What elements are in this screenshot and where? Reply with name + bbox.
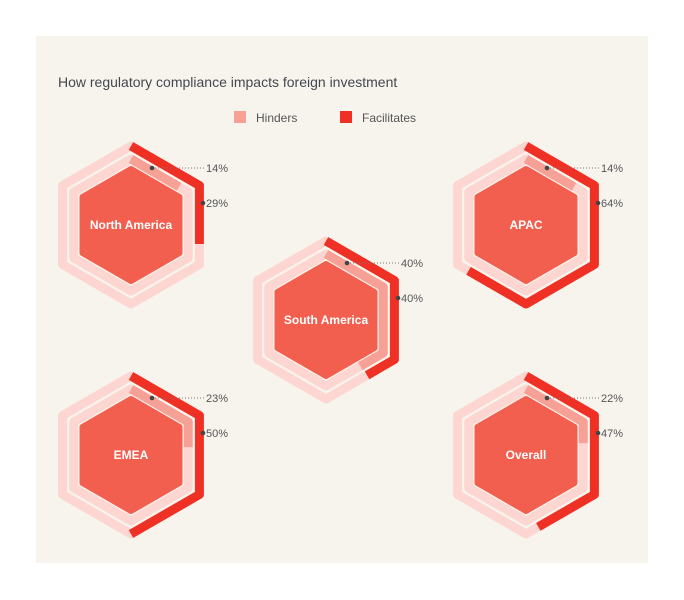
- hinders-dot: [544, 165, 550, 171]
- hinders-value-label: 14%: [206, 163, 228, 175]
- legend-swatch-hinders: [234, 111, 246, 123]
- hinders-value-label: 22%: [601, 393, 623, 405]
- hexagon-overall: Overall 22% 47%: [453, 371, 623, 539]
- hinders-value-label: 14%: [601, 163, 623, 175]
- hinders-bar: [69, 384, 193, 526]
- facilitates-value-label: 50%: [206, 428, 228, 440]
- facilitates-bar: [58, 371, 204, 539]
- facilitates-value-label: 40%: [401, 293, 423, 305]
- facilitates-value-label: 47%: [601, 428, 623, 440]
- hexagon-emea: EMEA 23% 50%: [58, 371, 228, 539]
- hexagon-north-america: North America 14% 29%: [58, 141, 228, 309]
- hinders-value-label: 23%: [206, 393, 228, 405]
- facilitates-dot: [200, 430, 206, 436]
- facilitates-value-label: 64%: [601, 198, 623, 210]
- hinders-bar: [464, 384, 588, 526]
- facilitates-bar: [453, 141, 599, 309]
- facilitates-value-label: 29%: [206, 198, 228, 210]
- hinders-dot: [544, 395, 550, 401]
- region-label: APAC: [509, 218, 542, 232]
- hexagon-apac: APAC 14% 64%: [453, 141, 623, 309]
- region-label: North America: [90, 218, 173, 232]
- legend-label-hinders: Hinders: [256, 111, 297, 125]
- chart-title: How regulatory compliance impacts foreig…: [58, 74, 398, 90]
- facilitates-dot: [200, 200, 206, 206]
- center-hexagon: [474, 396, 578, 514]
- legend-label-facilitates: Facilitates: [362, 111, 416, 125]
- hinders-value-label: 40%: [401, 258, 423, 270]
- facilitates-bar: [453, 371, 599, 539]
- inner-track: [69, 154, 193, 296]
- hinders-dot: [149, 165, 155, 171]
- facilitates-bar: [58, 141, 204, 309]
- hinders-dot: [344, 260, 350, 266]
- inner-track: [464, 154, 588, 296]
- center-hexagon: [474, 166, 578, 284]
- region-label: Overall: [506, 448, 547, 462]
- hinders-dot: [149, 395, 155, 401]
- center-hexagon: [79, 396, 183, 514]
- region-label: South America: [284, 313, 369, 327]
- facilitates-dot: [395, 295, 401, 301]
- region-label: EMEA: [114, 448, 149, 462]
- facilitates-dot: [595, 200, 601, 206]
- center-hexagon: [79, 166, 183, 284]
- facilitates-bar: [253, 236, 399, 404]
- facilitates-dot: [595, 430, 601, 436]
- legend-swatch-facilitates: [340, 111, 352, 123]
- hinders-bar: [264, 249, 388, 391]
- center-hexagon: [274, 261, 378, 379]
- hexagon-south-america: South America 40% 40%: [253, 236, 423, 404]
